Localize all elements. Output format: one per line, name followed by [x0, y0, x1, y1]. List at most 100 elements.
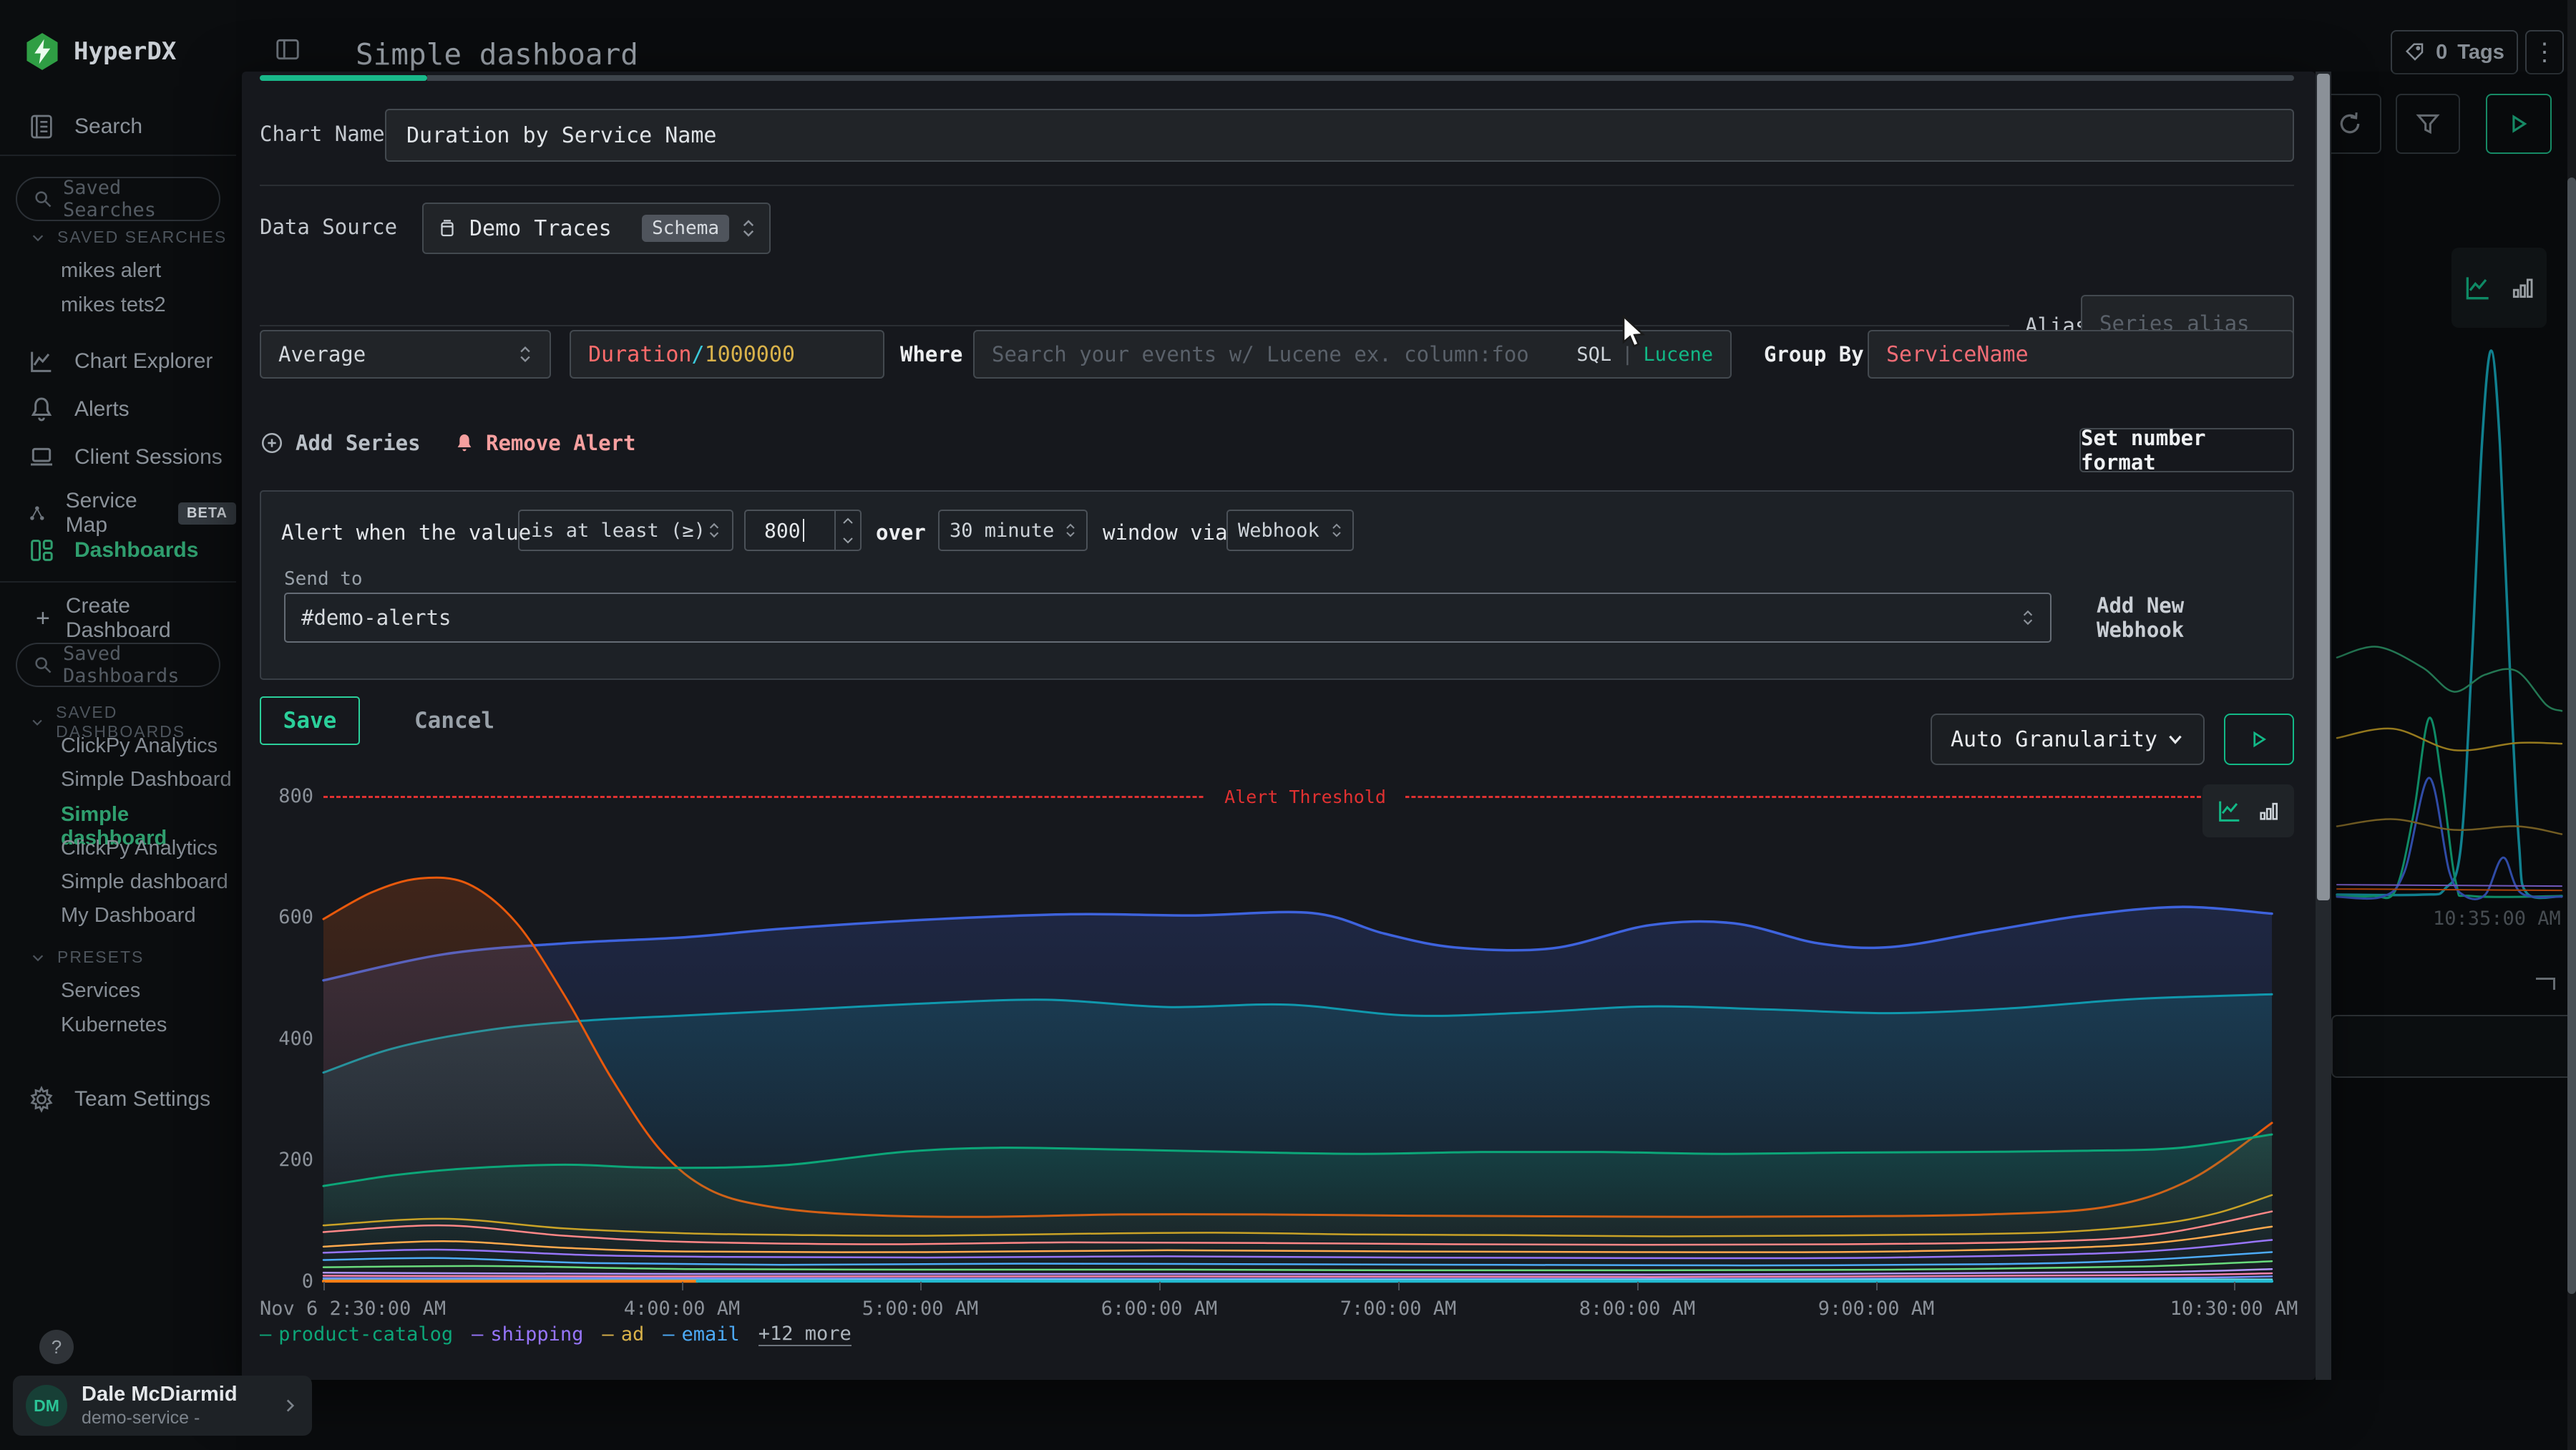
alert-prefix-text: Alert when the value: [281, 520, 532, 545]
search-doc-icon: [27, 112, 56, 141]
chart-run-button[interactable]: [2224, 714, 2294, 765]
sidebar-item-service-map[interactable]: Service Map BETA: [27, 489, 236, 537]
chevron-down-icon: [32, 719, 42, 726]
x-tick: [1637, 1282, 1639, 1290]
aggregation-select[interactable]: Average: [260, 330, 551, 379]
saved-searches-placeholder: Saved Searches: [63, 177, 157, 221]
sidebar-item-team-settings[interactable]: Team Settings: [27, 1085, 210, 1114]
alert-channel-select[interactable]: Webhook: [1226, 510, 1354, 551]
field-expression-input[interactable]: Duration/1000000: [570, 330, 884, 379]
sidebar: HyperDX Search Saved Searches SAVED SEAR…: [0, 0, 236, 1450]
remove-alert-button[interactable]: Remove Alert: [453, 431, 636, 455]
resize-handle-icon[interactable]: [2536, 978, 2555, 990]
modal-scrollbar-thumb[interactable]: [2317, 74, 2330, 900]
dashboard-item[interactable]: ClickPy Analytics: [61, 837, 218, 860]
saved-searches-input[interactable]: Saved Searches: [16, 177, 220, 221]
alert-condition-select[interactable]: is at least (≥): [518, 510, 733, 551]
brand[interactable]: HyperDX: [24, 31, 176, 72]
save-button[interactable]: Save: [260, 696, 360, 745]
where-input[interactable]: Search your events w/ Lucene ex. column:…: [973, 330, 1732, 379]
sidebar-item-dashboards[interactable]: Dashboards: [27, 536, 198, 565]
beta-badge: BETA: [178, 502, 236, 525]
service-map-icon: [30, 506, 44, 520]
divider: [260, 185, 2294, 186]
chart-name-input[interactable]: Duration by Service Name: [385, 109, 2294, 162]
saved-dashboards-placeholder: Saved Dashboards: [63, 643, 180, 687]
window-scrollbar-thumb[interactable]: [2567, 177, 2576, 1294]
tag-icon: [2406, 43, 2424, 61]
sidebar-item-alerts[interactable]: Alerts: [27, 395, 130, 424]
dashboard-item[interactable]: Simple dashboard: [61, 870, 228, 893]
tags-button[interactable]: 0 Tags: [2391, 30, 2518, 74]
user-menu[interactable]: DM Dale McDiarmid demo-service -: [13, 1376, 312, 1436]
kebab-menu-button[interactable]: ⋮: [2525, 30, 2564, 74]
sidebar-item-search[interactable]: Search: [27, 112, 142, 141]
sql-mode-toggle[interactable]: SQL: [1576, 343, 1612, 366]
filter-button[interactable]: [2396, 94, 2460, 154]
sidebar-item-chart-explorer[interactable]: Chart Explorer: [27, 347, 213, 376]
refresh-icon: [2340, 112, 2360, 134]
legend-item[interactable]: — product-catalog: [260, 1323, 454, 1346]
help-button[interactable]: ?: [39, 1330, 74, 1364]
number-spinner[interactable]: [834, 511, 860, 550]
legend-more-button[interactable]: +12 more: [758, 1323, 852, 1346]
text-caret: [802, 519, 804, 542]
set-number-format-button[interactable]: Set number format: [2079, 426, 2294, 475]
dashboard-item[interactable]: My Dashboard: [61, 904, 196, 927]
chart-legend: — product-catalog — shipping — ad — email +1…: [260, 1323, 852, 1346]
cancel-button[interactable]: Cancel: [414, 708, 494, 734]
x-tick: [1398, 1282, 1400, 1290]
legend-item[interactable]: — ad: [602, 1323, 645, 1346]
section-presets[interactable]: PRESETS: [30, 948, 144, 967]
dashboard-item[interactable]: ClickPy Analytics: [61, 734, 218, 757]
bar-chart-icon[interactable]: [2257, 799, 2281, 823]
x-tick-label: Nov 6 2:30:00 AM: [260, 1298, 447, 1320]
hyperdx-logo-icon: [24, 31, 61, 72]
chevron-updown-icon: [2023, 610, 2033, 626]
chart-type-toggle[interactable]: [2202, 784, 2294, 837]
mouse-cursor: [1622, 315, 1646, 348]
run-query-button[interactable]: [2486, 94, 2552, 154]
timeseries-chart[interactable]: [315, 787, 2297, 1293]
group-by-input[interactable]: ServiceName: [1868, 330, 2294, 379]
data-source-label: Data Source: [260, 215, 398, 239]
saved-search-item[interactable]: mikes alert: [61, 259, 162, 282]
spinner-down-icon[interactable]: [842, 536, 854, 545]
legend-item[interactable]: — email: [663, 1323, 740, 1346]
saved-search-item[interactable]: mikes tets2: [61, 293, 166, 316]
preset-item[interactable]: Services: [61, 979, 141, 1002]
create-dashboard-button[interactable]: + Create Dashboard: [36, 594, 171, 642]
y-tick-label: 600: [278, 906, 313, 928]
add-new-webhook-button[interactable]: Add New Webhook: [2097, 593, 2185, 642]
alert-window-select[interactable]: 30 minute: [938, 510, 1088, 551]
legend-item[interactable]: — shipping: [472, 1323, 584, 1346]
chart-editor-modal: Chart Name Duration by Service Name Data…: [242, 72, 2316, 1380]
bg-panel-input[interactable]: [2331, 1015, 2576, 1078]
saved-dashboards-input[interactable]: Saved Dashboards: [16, 643, 220, 687]
add-series-button[interactable]: Add Series: [260, 431, 421, 455]
data-source-select[interactable]: Demo Traces Schema: [422, 203, 771, 254]
lucene-mode-toggle[interactable]: Lucene: [1643, 343, 1713, 366]
divider: [0, 155, 236, 156]
tab-track: [427, 75, 2294, 81]
alert-threshold-input[interactable]: 800: [744, 510, 862, 551]
section-saved-searches[interactable]: SAVED SEARCHES: [30, 228, 227, 247]
sidebar-item-client-sessions[interactable]: Client Sessions: [27, 443, 223, 472]
x-tick: [1876, 1282, 1878, 1290]
x-tick-label: 10:30:00 AM: [2170, 1298, 2298, 1320]
chevron-updown-icon: [520, 346, 530, 362]
dashboard-item[interactable]: Simple Dashboard: [61, 768, 232, 791]
tags-count: 0: [2436, 40, 2448, 64]
bg-chart-type-toggle[interactable]: [2451, 248, 2547, 328]
granularity-select[interactable]: Auto Granularity: [1931, 714, 2205, 765]
collapse-sidebar-button[interactable]: [274, 36, 301, 67]
spinner-up-icon[interactable]: [842, 517, 854, 525]
filter-funnel-icon: [2416, 114, 2440, 135]
schema-badge: Schema: [642, 215, 729, 242]
dashboard-item-active[interactable]: Simple dashboard: [61, 803, 167, 850]
section-saved-dashboards[interactable]: SAVED DASHBOARDS: [30, 703, 236, 741]
send-to-select[interactable]: #demo-alerts: [284, 593, 2051, 643]
where-label: Where: [900, 342, 963, 366]
preset-item[interactable]: Kubernetes: [61, 1013, 167, 1036]
line-chart-icon[interactable]: [2215, 797, 2244, 825]
